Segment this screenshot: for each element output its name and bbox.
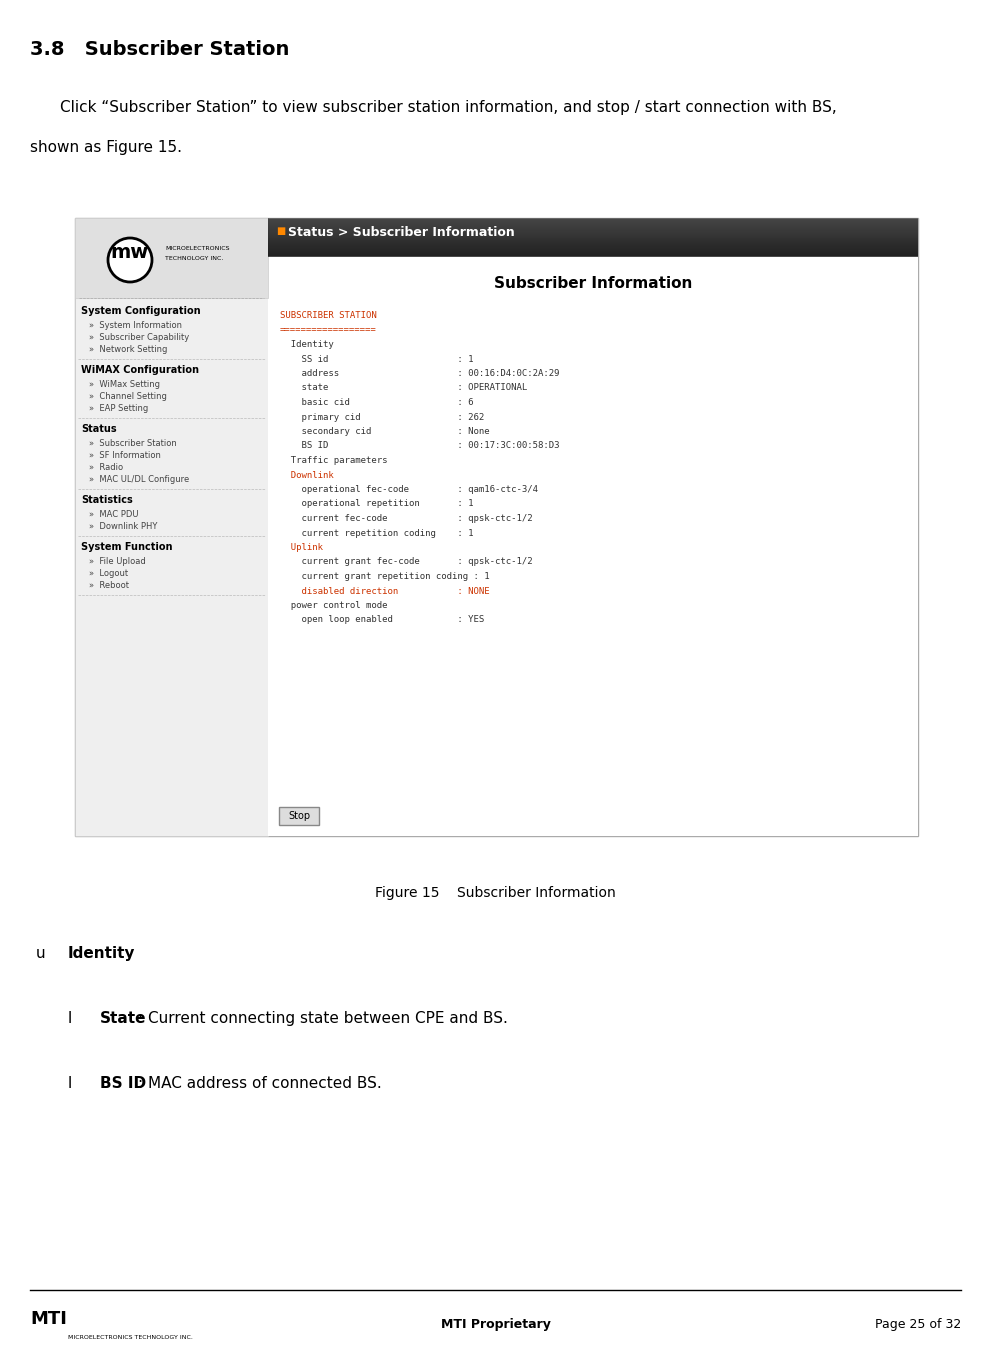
- Text: current grant fec-code       : qpsk-ctc-1/2: current grant fec-code : qpsk-ctc-1/2: [280, 557, 532, 566]
- Text: »  Channel Setting: » Channel Setting: [89, 392, 166, 402]
- Text: SS id                        : 1: SS id : 1: [280, 354, 474, 364]
- Text: open loop enabled            : YES: open loop enabled : YES: [280, 615, 485, 625]
- Text: »  System Information: » System Information: [89, 320, 182, 330]
- Text: primary cid                  : 262: primary cid : 262: [280, 412, 485, 422]
- Bar: [75, 218, 918, 836]
- Text: ■: ■: [276, 226, 285, 237]
- Text: Downlink: Downlink: [280, 470, 334, 480]
- Text: »  Logout: » Logout: [89, 569, 128, 579]
- Text: 3.8   Subscriber Station: 3.8 Subscriber Station: [30, 41, 289, 59]
- Text: Click “Subscriber Station” to view subscriber station information, and stop / st: Click “Subscriber Station” to view subsc…: [60, 100, 836, 115]
- Text: disabled direction           : NONE: disabled direction : NONE: [280, 587, 490, 595]
- Text: Page 25 of 32: Page 25 of 32: [875, 1318, 961, 1330]
- Text: Status: Status: [81, 425, 117, 434]
- Text: current fec-code             : qpsk-ctc-1/2: current fec-code : qpsk-ctc-1/2: [280, 514, 532, 523]
- Circle shape: [108, 238, 152, 283]
- Text: u: u: [36, 946, 46, 961]
- Text: l: l: [68, 1076, 72, 1091]
- Text: Subscriber Information: Subscriber Information: [494, 276, 692, 291]
- Text: current grant repetition coding : 1: current grant repetition coding : 1: [280, 572, 490, 581]
- Text: »  EAP Setting: » EAP Setting: [89, 404, 149, 412]
- Text: operational repetition       : 1: operational repetition : 1: [280, 499, 474, 508]
- Text: operational fec-code         : qam16-ctc-3/4: operational fec-code : qam16-ctc-3/4: [280, 485, 538, 493]
- Text: ==================: ==================: [280, 326, 377, 334]
- Text: »  Radio: » Radio: [89, 462, 123, 472]
- Text: address                      : 00:16:D4:0C:2A:29: address : 00:16:D4:0C:2A:29: [280, 369, 560, 379]
- Text: »  Subscriber Capability: » Subscriber Capability: [89, 333, 189, 342]
- Bar: [75, 218, 268, 836]
- Text: »  Reboot: » Reboot: [89, 581, 129, 589]
- Text: MICROELECTRONICS TECHNOLOGY INC.: MICROELECTRONICS TECHNOLOGY INC.: [68, 1334, 193, 1340]
- Text: l: l: [68, 1011, 72, 1026]
- Bar: [30, 1305, 85, 1351]
- Text: shown as Figure 15.: shown as Figure 15.: [30, 141, 182, 155]
- Text: BS ID: BS ID: [100, 1076, 146, 1091]
- Text: Statistics: Statistics: [81, 495, 133, 506]
- Bar: [75, 218, 268, 297]
- Text: current repetition coding    : 1: current repetition coding : 1: [280, 529, 474, 538]
- Text: Uplink: Uplink: [280, 544, 323, 552]
- Text: Identity: Identity: [280, 339, 334, 349]
- Text: »  SF Information: » SF Information: [89, 452, 161, 460]
- Text: »  MAC UL/DL Configure: » MAC UL/DL Configure: [89, 475, 189, 484]
- Bar: [268, 218, 918, 836]
- Text: State: State: [100, 1011, 147, 1026]
- Text: Identity: Identity: [68, 946, 136, 961]
- Text: TECHNOLOGY INC.: TECHNOLOGY INC.: [165, 256, 223, 261]
- Text: basic cid                    : 6: basic cid : 6: [280, 397, 474, 407]
- Text: MICROELECTRONICS: MICROELECTRONICS: [165, 246, 230, 251]
- Text: state                        : OPERATIONAL: state : OPERATIONAL: [280, 384, 527, 392]
- Text: SUBSCRIBER STATION: SUBSCRIBER STATION: [280, 311, 377, 320]
- Text: mw: mw: [111, 243, 149, 262]
- Text: »  WiMax Setting: » WiMax Setting: [89, 380, 160, 389]
- Text: WiMAX Configuration: WiMAX Configuration: [81, 365, 199, 375]
- Text: System Function: System Function: [81, 542, 172, 552]
- Text: Status > Subscriber Information: Status > Subscriber Information: [288, 226, 514, 239]
- Text: System Configuration: System Configuration: [81, 306, 200, 316]
- Text: »  Downlink PHY: » Downlink PHY: [89, 522, 158, 531]
- Text: secondary cid                : None: secondary cid : None: [280, 427, 490, 435]
- Text: »  MAC PDU: » MAC PDU: [89, 510, 139, 519]
- Text: »  File Upload: » File Upload: [89, 557, 146, 566]
- Text: »  Subscriber Station: » Subscriber Station: [89, 439, 176, 448]
- Text: Traffic parameters: Traffic parameters: [280, 456, 387, 465]
- Text: : Current connecting state between CPE and BS.: : Current connecting state between CPE a…: [138, 1011, 507, 1026]
- Text: MTI: MTI: [30, 1310, 66, 1328]
- Text: Figure 15    Subscriber Information: Figure 15 Subscriber Information: [376, 886, 615, 900]
- Text: power control mode: power control mode: [280, 602, 387, 610]
- Text: MTI Proprietary: MTI Proprietary: [441, 1318, 550, 1330]
- Text: Stop: Stop: [288, 811, 310, 821]
- Text: : MAC address of connected BS.: : MAC address of connected BS.: [138, 1076, 382, 1091]
- Text: BS ID                        : 00:17:3C:00:58:D3: BS ID : 00:17:3C:00:58:D3: [280, 442, 560, 450]
- FancyBboxPatch shape: [279, 807, 319, 825]
- Text: »  Network Setting: » Network Setting: [89, 345, 167, 354]
